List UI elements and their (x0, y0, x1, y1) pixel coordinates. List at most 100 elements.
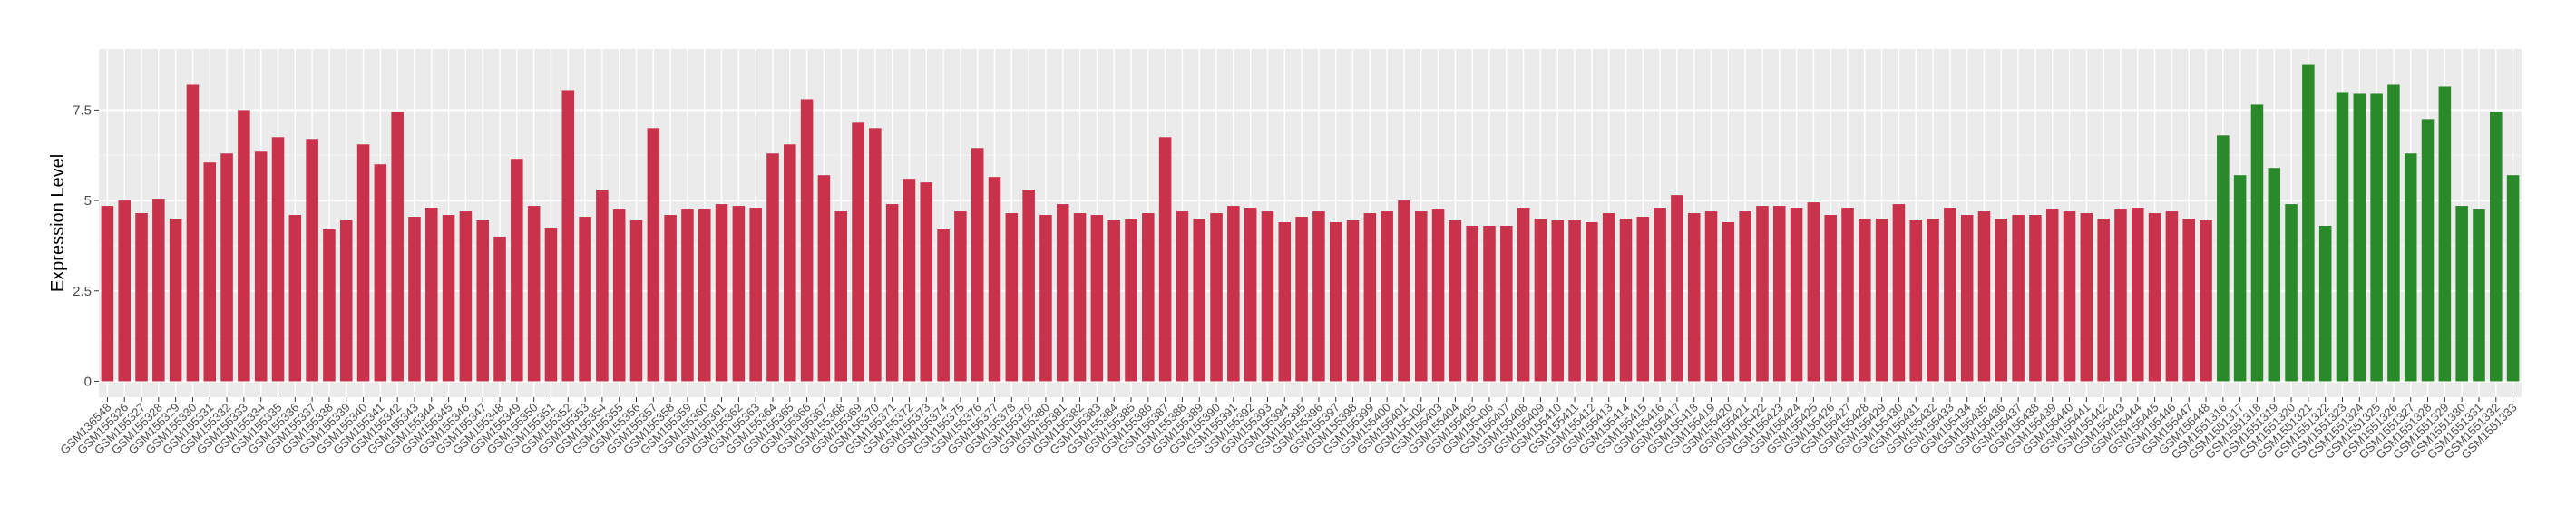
bar (1278, 222, 1292, 382)
bar (1687, 213, 1701, 382)
bar (749, 208, 762, 382)
bar (2353, 93, 2366, 382)
bar (1654, 208, 1666, 382)
bar (408, 217, 421, 382)
bar (1756, 206, 1769, 382)
bar (135, 213, 148, 382)
bar (2200, 220, 2212, 382)
bar (903, 179, 916, 382)
bar (2387, 84, 2400, 382)
bar (1602, 213, 1615, 382)
bar (954, 211, 967, 382)
bar (869, 128, 882, 382)
bar (339, 220, 353, 382)
bar (1909, 220, 1923, 382)
bar (1977, 211, 1991, 382)
bar (186, 84, 200, 382)
bar (2029, 215, 2042, 382)
bar (1568, 220, 1581, 382)
bar (1892, 204, 1906, 382)
bar (1722, 222, 1735, 382)
bar (1176, 211, 1189, 382)
bar (2012, 215, 2025, 382)
bar (1995, 219, 2008, 382)
bar (2165, 211, 2179, 382)
bar (544, 227, 558, 382)
y-axis-label: Expression Level (48, 154, 68, 292)
bar (1107, 220, 1120, 382)
bar (834, 211, 848, 382)
bar (1466, 225, 1478, 382)
bar (2148, 213, 2161, 382)
bar (1039, 215, 1052, 382)
bar (817, 175, 831, 382)
bar (1551, 220, 1565, 382)
bar (2114, 209, 2127, 382)
bar (1142, 213, 1155, 382)
bar (852, 122, 864, 382)
bar (118, 200, 131, 382)
bar (2302, 64, 2315, 382)
bar (459, 211, 473, 382)
bar (1329, 222, 1342, 382)
bar (2370, 93, 2383, 382)
bar (1500, 225, 1513, 382)
bar (1927, 219, 1939, 382)
bar (101, 206, 114, 382)
bar (1261, 211, 1274, 382)
bar (2404, 153, 2417, 382)
bar (1807, 202, 1820, 382)
bar (988, 177, 1001, 382)
bar (1414, 211, 1428, 382)
bar (1841, 208, 1854, 382)
bar (2233, 175, 2247, 382)
bar (271, 137, 285, 382)
bar (254, 151, 268, 382)
bar (1363, 213, 1377, 382)
bar (2336, 92, 2349, 382)
bar (1517, 208, 1530, 382)
bar (1022, 190, 1035, 382)
bar (971, 148, 984, 382)
bar (374, 164, 387, 382)
bar (2285, 204, 2298, 382)
bar (612, 209, 626, 382)
bar (1193, 219, 1206, 382)
bar (1312, 211, 1325, 382)
bar (2490, 112, 2503, 382)
bar (1772, 206, 1786, 382)
bar (1431, 209, 1445, 382)
bar (1244, 208, 1257, 382)
bar (800, 99, 814, 382)
bar (1944, 208, 1956, 382)
bar (1449, 220, 1462, 382)
bar (1671, 195, 1683, 382)
bar (1005, 213, 1019, 382)
bar (2097, 219, 2110, 382)
bar (1619, 219, 1633, 382)
bar (561, 90, 575, 382)
bar (2438, 86, 2452, 382)
bar (2473, 209, 2485, 382)
bar (356, 144, 370, 382)
bar (629, 220, 643, 382)
bar (2506, 175, 2520, 382)
y-tick-label: 7.5 (73, 102, 92, 118)
bar (1586, 222, 1598, 382)
bar (425, 208, 438, 382)
bar (1824, 215, 1837, 382)
bar (1859, 219, 1871, 382)
bar (1346, 220, 1360, 382)
bar (647, 128, 660, 382)
bar (885, 204, 899, 382)
bar (681, 209, 694, 382)
bar (1875, 219, 1888, 382)
bar (1534, 219, 1547, 382)
bar (715, 204, 728, 382)
bar (1056, 204, 1069, 382)
bar (2080, 213, 2093, 382)
bar (1295, 217, 1308, 382)
bar (2268, 168, 2281, 382)
bar (288, 215, 302, 382)
